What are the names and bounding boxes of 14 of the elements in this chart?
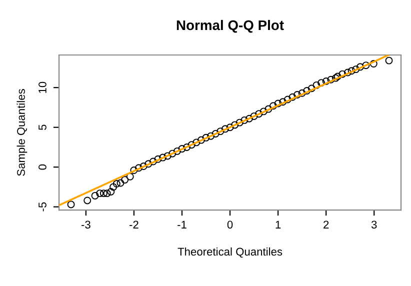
x-tick-label: -3 — [81, 220, 90, 229]
x-axis-title: Theoretical Quantiles — [178, 247, 282, 258]
x-tick-label: -2 — [130, 220, 138, 228]
x-tick-label: 3 — [371, 220, 377, 229]
x-tick-label: -1 — [178, 220, 186, 228]
y-tick-label: 5 — [38, 124, 46, 130]
x-tick-label: 1 — [276, 220, 281, 228]
y-axis-title: Sample Quantiles — [16, 89, 28, 176]
x-tick-label: 0 — [227, 220, 233, 229]
y-tick-label: 10 — [38, 82, 46, 93]
x-tick-label: 2 — [324, 220, 329, 228]
y-tick-label: 0 — [38, 164, 46, 170]
y-tick-label: -5 — [38, 202, 46, 212]
chart-title: Normal Q-Q Plot — [176, 20, 284, 33]
